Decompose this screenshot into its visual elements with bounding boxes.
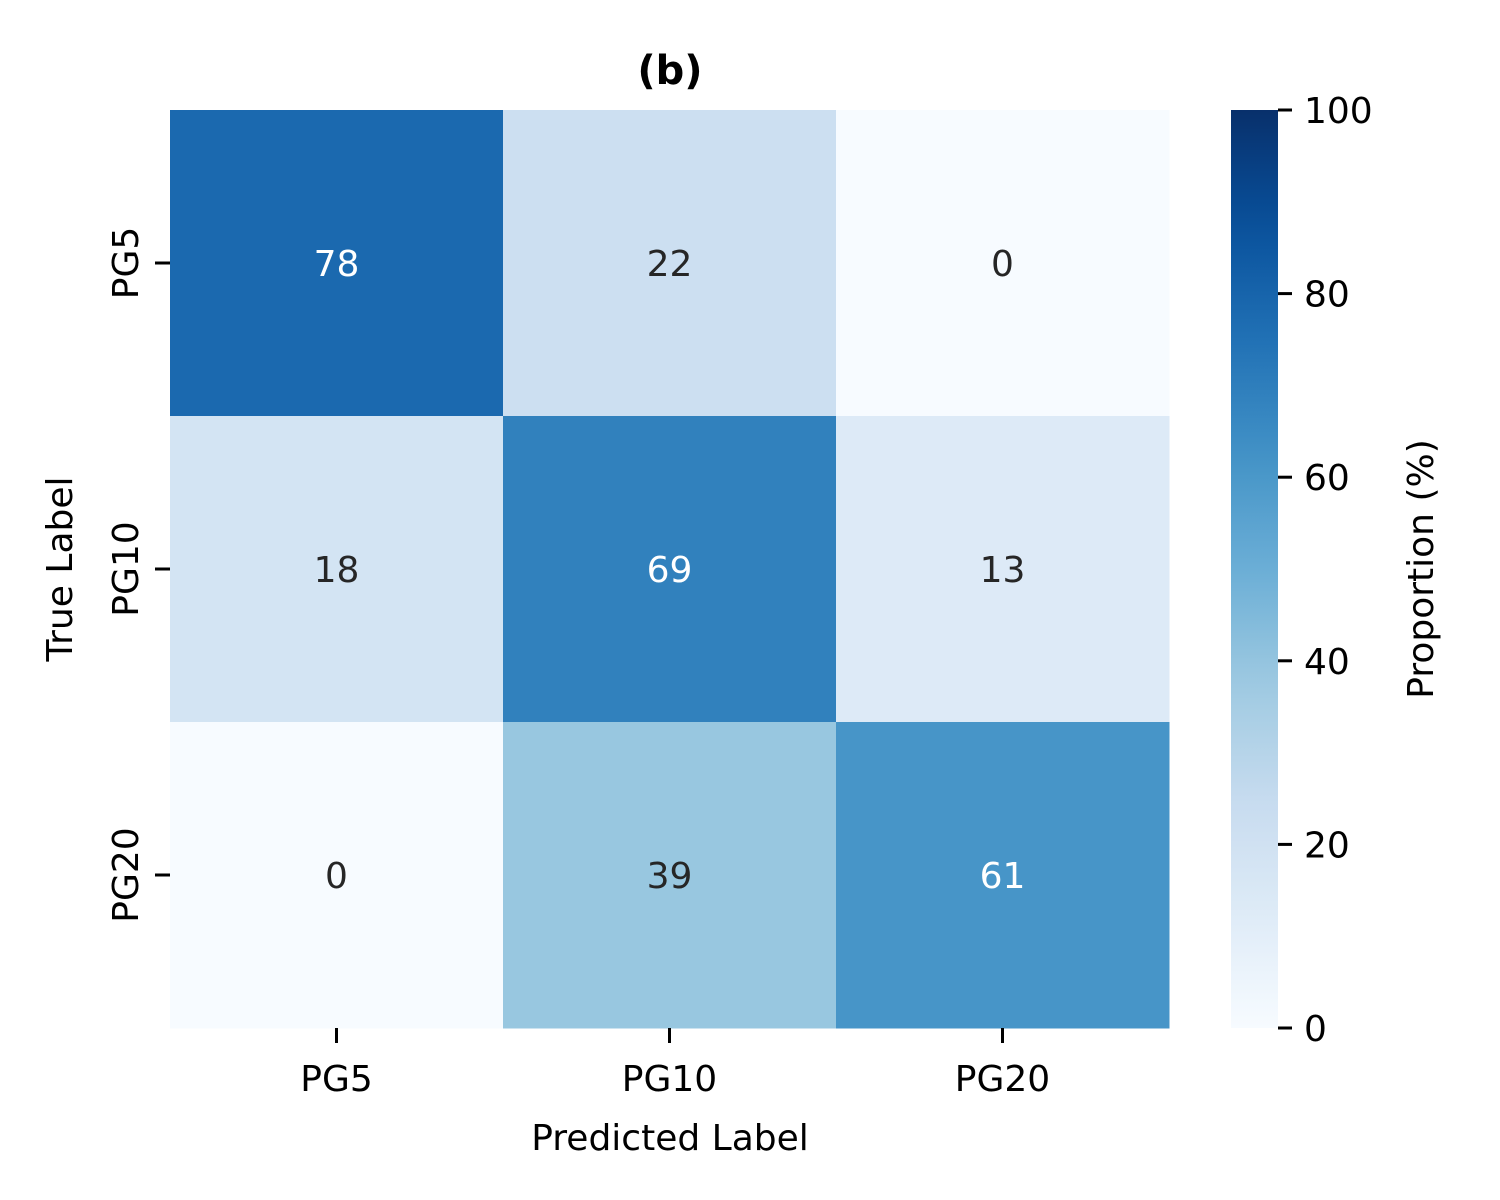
y-axis-label: True Label bbox=[40, 476, 81, 662]
x-tick-label: PG20 bbox=[955, 1059, 1050, 1100]
colorbar-label: Proportion (%) bbox=[1401, 439, 1442, 699]
x-axis-label: Predicted Label bbox=[531, 1118, 809, 1159]
y-tick-label: PG10 bbox=[106, 521, 147, 616]
heatmap-cell bbox=[170, 722, 504, 1029]
colorbar-tick-label: 80 bbox=[1304, 275, 1350, 316]
y-tick-label: PG5 bbox=[106, 227, 147, 300]
cell-value-label: 22 bbox=[647, 244, 693, 285]
cell-value-label: 61 bbox=[980, 856, 1026, 897]
y-tick-label: PG20 bbox=[106, 827, 147, 922]
x-tick-label: PG5 bbox=[300, 1059, 373, 1100]
colorbar-tick-label: 40 bbox=[1304, 642, 1350, 683]
heatmap-cell bbox=[836, 110, 1170, 417]
cell-value-label: 39 bbox=[647, 856, 693, 897]
chart-title: (b) bbox=[637, 48, 702, 94]
x-axis-ticks: PG5 PG10 PG20 bbox=[300, 1028, 1050, 1100]
colorbar-gradient bbox=[1231, 110, 1278, 1028]
cell-value-label: 13 bbox=[980, 550, 1026, 591]
cell-value-label: 18 bbox=[314, 550, 360, 591]
x-tick-label: PG10 bbox=[622, 1059, 717, 1100]
colorbar: 0 20 40 60 80 100 Proportion (%) bbox=[1231, 91, 1442, 1050]
heatmap-cell bbox=[503, 110, 837, 417]
heatmap-cell bbox=[836, 416, 1170, 723]
y-axis-ticks: PG5 PG10 PG20 bbox=[106, 227, 170, 923]
cell-value-label: 69 bbox=[647, 550, 693, 591]
heatmap-cell bbox=[503, 416, 837, 723]
cell-value-label: 0 bbox=[325, 856, 348, 897]
heatmap-cells bbox=[170, 110, 1170, 1029]
colorbar-tick-label: 100 bbox=[1304, 91, 1373, 132]
colorbar-tick-label: 0 bbox=[1304, 1009, 1327, 1050]
heatmap-cell-labels: 78 22 0 18 69 13 0 39 61 bbox=[314, 244, 1026, 897]
heatmap-cell bbox=[836, 722, 1170, 1029]
cell-value-label: 78 bbox=[314, 244, 360, 285]
colorbar-tick-label: 60 bbox=[1304, 458, 1350, 499]
colorbar-ticks: 0 20 40 60 80 100 bbox=[1278, 91, 1373, 1050]
heatmap-cell bbox=[170, 110, 504, 417]
cell-value-label: 0 bbox=[991, 244, 1014, 285]
heatmap-cell bbox=[503, 722, 837, 1029]
heatmap-cell bbox=[170, 416, 504, 723]
colorbar-tick-label: 20 bbox=[1304, 825, 1350, 866]
